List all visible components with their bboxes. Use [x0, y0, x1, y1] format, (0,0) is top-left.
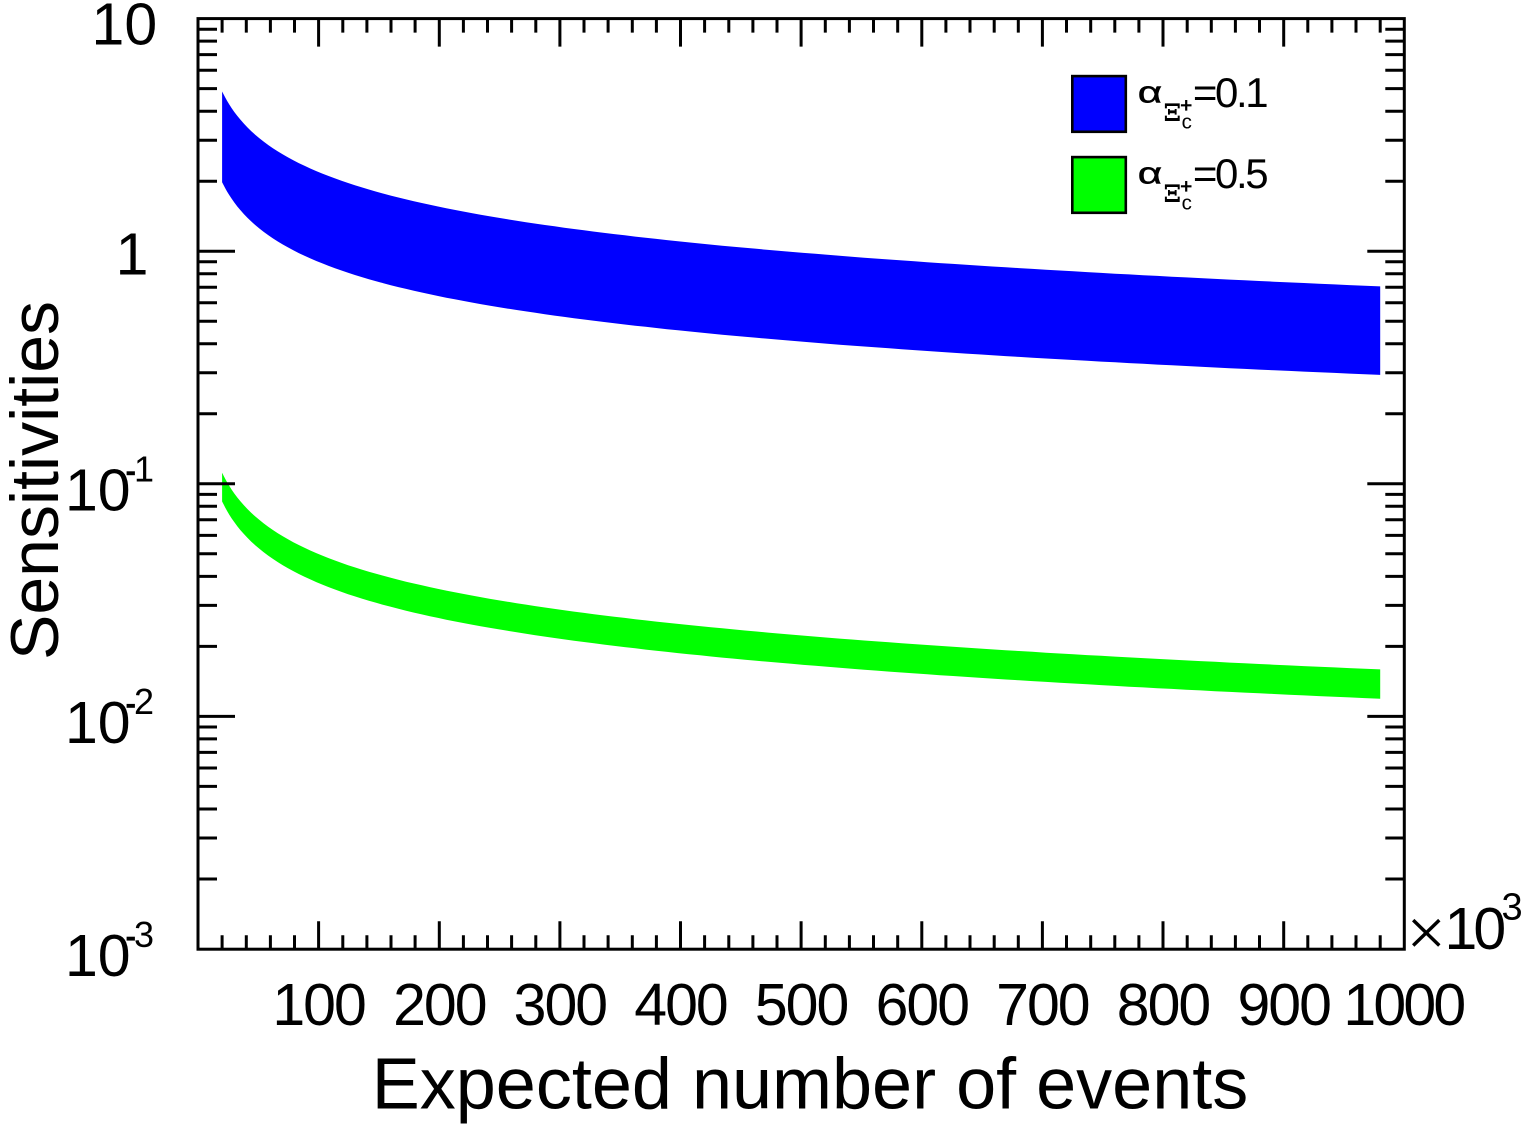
svg-text:1: 1 [116, 222, 149, 288]
svg-text:3: 3 [134, 914, 154, 955]
svg-text:600: 600 [876, 972, 969, 1038]
svg-text:1000: 1000 [1343, 972, 1464, 1038]
svg-text:400: 400 [634, 972, 727, 1038]
svg-text:Sensitivities: Sensitivities [0, 301, 73, 660]
svg-text:c: c [1182, 191, 1192, 214]
svg-text:800: 800 [1117, 972, 1210, 1038]
svg-text:α: α [1138, 156, 1162, 190]
svg-text:10: 10 [65, 458, 131, 524]
svg-text:2: 2 [134, 681, 154, 722]
svg-text:3: 3 [1502, 887, 1523, 929]
svg-text:100: 100 [272, 972, 365, 1038]
svg-text:300: 300 [514, 972, 607, 1038]
svg-text:10: 10 [65, 690, 131, 756]
svg-text:=0.5: =0.5 [1193, 150, 1267, 197]
svg-text:500: 500 [755, 972, 848, 1038]
svg-text:1: 1 [134, 449, 154, 490]
svg-text:10: 10 [65, 923, 131, 989]
svg-text:10: 10 [1445, 896, 1505, 962]
svg-text:α: α [1138, 75, 1162, 109]
svg-text:10: 10 [92, 0, 158, 57]
svg-text:900: 900 [1237, 972, 1330, 1038]
svg-text:700: 700 [996, 972, 1089, 1038]
svg-text:c: c [1182, 110, 1192, 133]
svg-text:200: 200 [393, 972, 486, 1038]
svg-text:Expected number of events: Expected number of events [372, 1045, 1249, 1125]
svg-text:=0.1: =0.1 [1193, 69, 1267, 116]
